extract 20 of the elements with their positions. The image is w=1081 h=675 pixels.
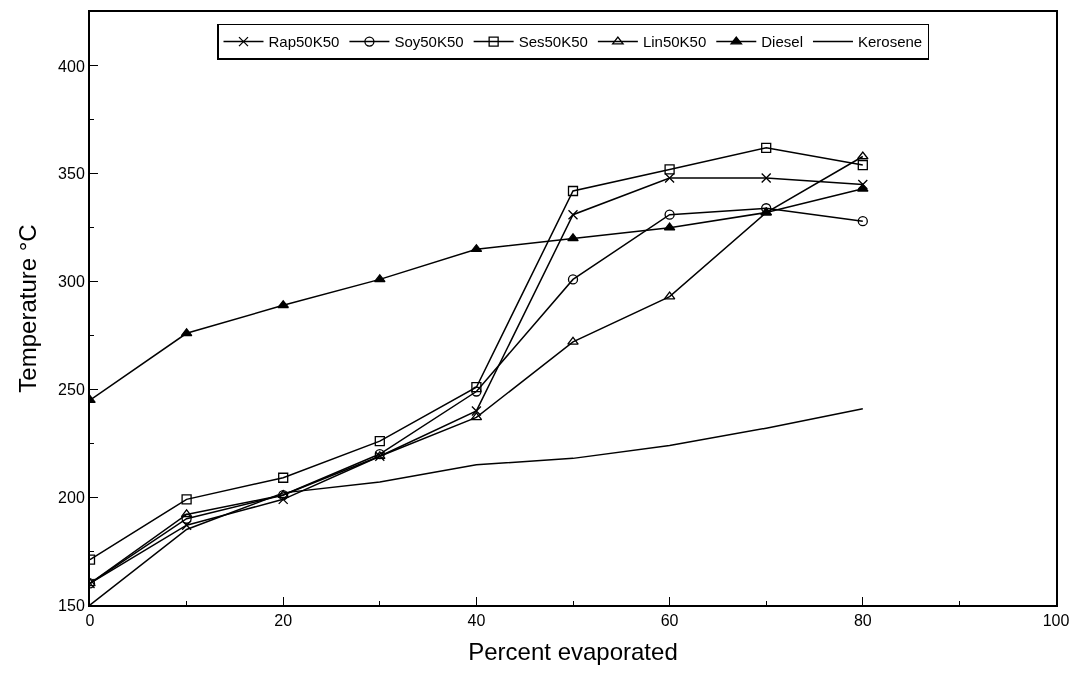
- legend-label: Soy50K50: [394, 33, 464, 51]
- legend-label: Kerosene: [857, 33, 923, 51]
- x-tick-label: 40: [467, 612, 486, 630]
- y-tick-label: 350: [58, 165, 85, 183]
- legend-label: Lin50K50: [642, 33, 707, 51]
- legend-label: Rap50K50: [268, 33, 340, 51]
- y-tick-label: 250: [58, 380, 85, 398]
- y-tick-label: 300: [58, 273, 85, 291]
- y-tick-label: 150: [58, 596, 85, 614]
- y-axis-title: Temperature °C: [13, 224, 41, 393]
- y-tick-label: 200: [58, 488, 85, 506]
- x-tick-label: 20: [274, 612, 293, 630]
- legend-label: Diesel: [761, 33, 803, 51]
- x-axis-title: Percent evaporated: [468, 638, 678, 665]
- x-tick-label: 0: [85, 612, 95, 630]
- x-tick-label: 60: [660, 612, 679, 630]
- x-tick-label: 80: [853, 612, 872, 630]
- legend-label: Ses50K50: [518, 33, 588, 51]
- y-tick-label: 400: [58, 57, 85, 75]
- x-tick-label: 100: [1042, 612, 1070, 630]
